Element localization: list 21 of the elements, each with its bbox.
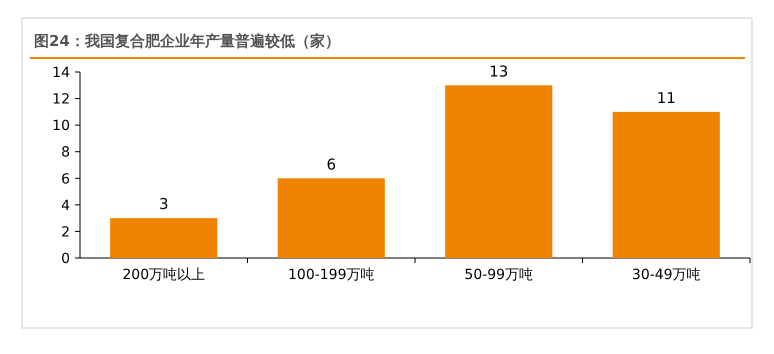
y-tick-label: 0 xyxy=(61,251,70,267)
data-label: 11 xyxy=(656,88,676,107)
x-tick-label: 30-49万吨 xyxy=(632,267,701,283)
bar xyxy=(445,85,552,258)
bar xyxy=(612,112,720,258)
y-tick-label: 14 xyxy=(52,65,70,81)
bar xyxy=(110,218,218,258)
y-tick-label: 6 xyxy=(61,171,70,188)
x-tick-label: 100-199万吨 xyxy=(288,267,374,283)
y-tick-label: 8 xyxy=(61,144,70,161)
y-tick-label: 12 xyxy=(52,92,70,108)
x-tick-label: 50-99万吨 xyxy=(464,267,534,283)
data-label: 13 xyxy=(489,62,508,80)
x-tick-label: 200万吨以上 xyxy=(122,267,206,283)
data-label: 6 xyxy=(326,155,336,174)
y-tick-label: 4 xyxy=(61,198,70,214)
y-tick-label: 2 xyxy=(61,224,70,240)
y-tick-label: 10 xyxy=(52,118,70,134)
data-label: 3 xyxy=(158,195,169,214)
bar xyxy=(278,178,385,258)
chart-title: 图24：我国复合肥企业年产量普遍较低（家） xyxy=(34,32,340,50)
